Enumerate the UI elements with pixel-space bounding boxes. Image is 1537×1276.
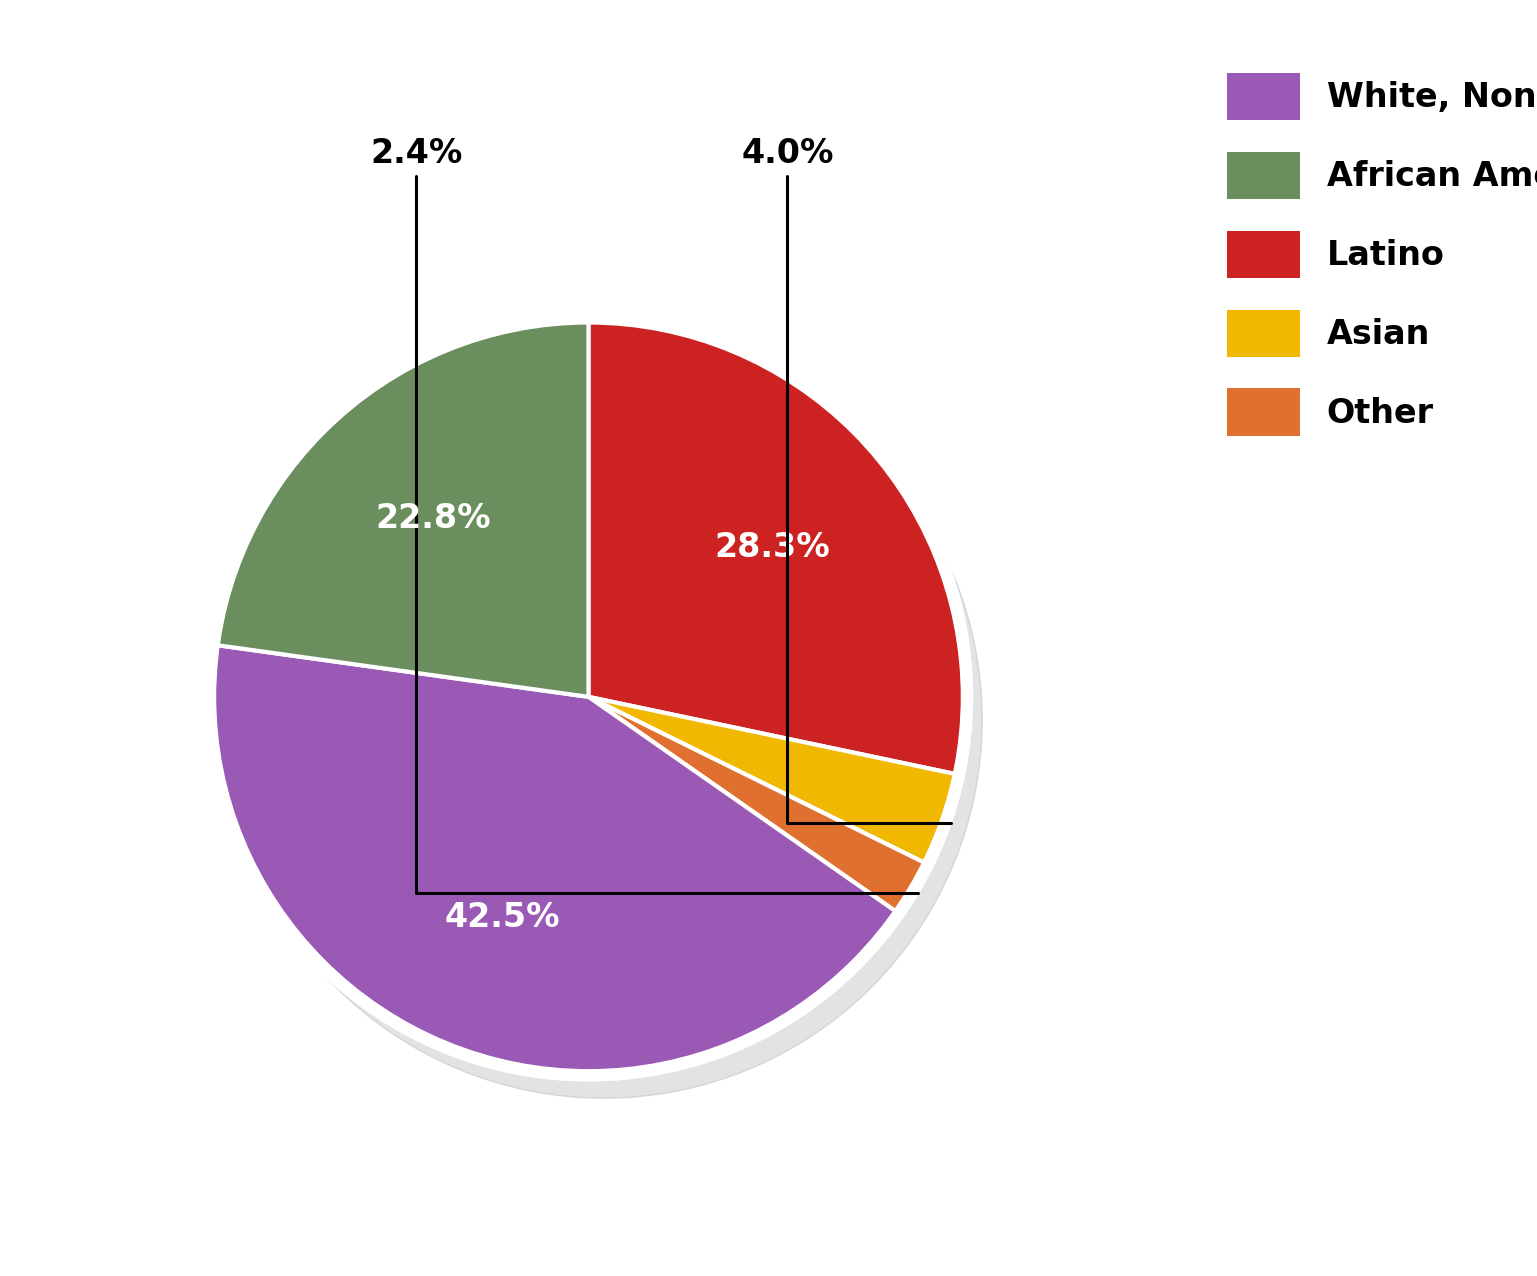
- Wedge shape: [206, 644, 902, 1079]
- Text: 22.8%: 22.8%: [375, 501, 490, 535]
- Text: 28.3%: 28.3%: [715, 531, 830, 564]
- Wedge shape: [211, 314, 589, 697]
- Wedge shape: [589, 314, 971, 776]
- Text: 4.0%: 4.0%: [741, 138, 951, 823]
- Wedge shape: [589, 697, 931, 916]
- Circle shape: [226, 341, 982, 1099]
- Text: 2.4%: 2.4%: [370, 138, 918, 893]
- Wedge shape: [589, 697, 962, 866]
- Text: 42.5%: 42.5%: [444, 901, 559, 934]
- Legend: White, Non-Latino, African American, Latino, Asian, Other: White, Non-Latino, African American, Lat…: [1213, 60, 1537, 449]
